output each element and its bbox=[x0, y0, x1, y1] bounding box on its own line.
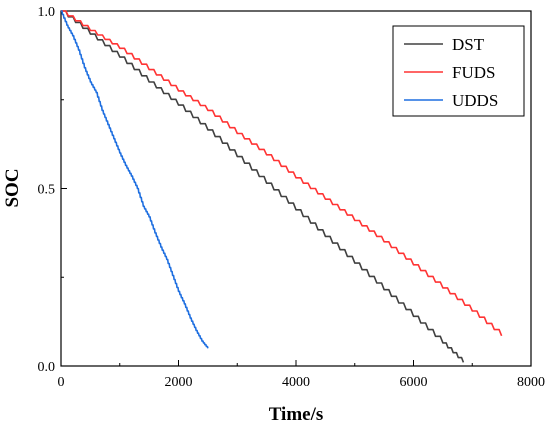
x-axis-ticks: 0 2000 4000 6000 8000 bbox=[58, 360, 545, 390]
y-axis-ticks: 0.0 0.5 1.0 bbox=[38, 5, 67, 375]
x-tick-label: 4000 bbox=[282, 375, 310, 390]
x-tick-label: 0 bbox=[58, 375, 65, 390]
legend-label-dst: DST bbox=[452, 35, 485, 54]
legend: DST FUDS UDDS bbox=[392, 25, 525, 117]
x-axis-title: Time/s bbox=[269, 404, 324, 425]
legend-label-udds: UDDS bbox=[452, 91, 498, 110]
y-tick-label: 0.0 bbox=[38, 360, 56, 375]
y-axis-title: SOC bbox=[2, 168, 23, 207]
y-tick-label: 0.5 bbox=[38, 183, 56, 198]
series-line-udds bbox=[61, 10, 209, 349]
series-line-fuds bbox=[61, 10, 503, 337]
legend-label-fuds: FUDS bbox=[452, 63, 495, 82]
series-layer bbox=[61, 10, 503, 363]
series-line-dst bbox=[61, 10, 465, 363]
x-tick-label: 2000 bbox=[165, 375, 193, 390]
x-tick-label: 6000 bbox=[400, 375, 428, 390]
x-tick-label: 8000 bbox=[517, 375, 545, 390]
legend-box bbox=[392, 25, 525, 117]
y-tick-label: 1.0 bbox=[38, 5, 56, 20]
